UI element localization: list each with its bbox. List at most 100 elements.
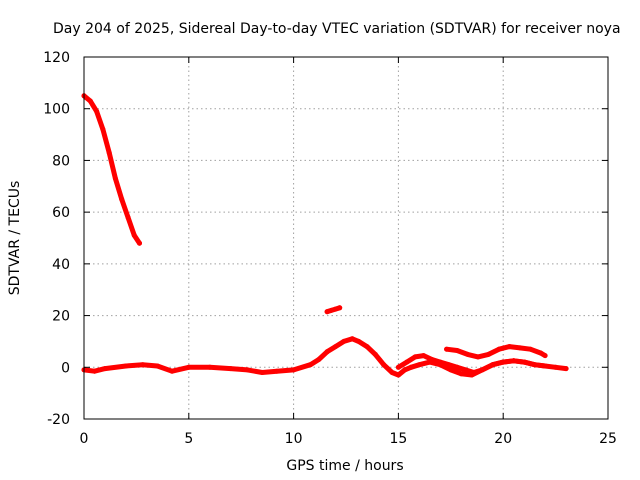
data-point [458,371,464,377]
data-point [316,357,322,362]
data-point [404,359,410,365]
x-tick-label: 25 [599,431,617,447]
data-point [123,363,129,369]
data-point [333,344,338,350]
data-point [154,363,160,369]
data-point [517,345,523,351]
x-tick-label: 10 [285,431,303,447]
data-point [87,98,93,104]
data-point [395,372,401,378]
data-point [274,368,280,374]
data-point [538,350,544,356]
plot-frame [83,56,609,420]
data-point [463,367,468,373]
data-point [337,305,343,311]
data-point [102,366,108,372]
y-tick-label: 40 [52,257,70,273]
data-point [356,338,362,344]
data-point [446,362,452,368]
y-tick-label: 20 [52,309,70,325]
data-point [291,367,297,373]
data-point [437,359,443,365]
data-point [389,370,395,375]
data-point [328,307,334,313]
chart-title: Day 204 of 2025, Sidereal Day-to-day VTE… [53,21,621,37]
x-tick-label: 5 [184,431,193,447]
data-point [465,351,471,357]
data-point [395,364,401,370]
data-point [527,346,533,352]
series-trace [81,93,142,246]
data-point [416,362,422,368]
data-point [486,351,491,357]
data-point [106,150,112,156]
x-tick-label: 20 [494,431,512,447]
data-point [471,370,477,375]
data-point [333,306,338,312]
data-point [521,359,527,365]
x-tick-label: 15 [389,431,407,447]
data-point [402,367,408,373]
data-point [228,366,234,372]
data-point [421,353,427,359]
data-point [454,348,460,353]
data-point [169,368,175,374]
data-point [507,344,512,350]
data-point [324,349,330,355]
x-axis-label: GPS time / hours [286,458,403,474]
data-point [324,309,330,315]
y-tick-label: 0 [61,360,70,376]
data-point [94,108,100,114]
data-point [125,214,131,220]
data-point [100,126,106,132]
series-evening-segment [444,344,548,360]
data-point [490,362,496,368]
series-isolated-segment [324,305,343,315]
y-tick-label: 120 [43,50,70,66]
data-point [429,357,435,362]
data-point [381,362,387,368]
y-axis-label: SDTVAR / TECUs [7,181,23,296]
data-point [511,358,517,364]
data-point [408,364,414,370]
data-series [81,93,569,378]
data-point [448,367,454,373]
y-tick-label: 100 [43,102,70,118]
data-point [563,366,569,372]
data-point [454,364,460,370]
series-descending-trace [81,93,142,246]
y-tick-label: 80 [52,153,70,169]
data-point [259,370,265,375]
data-point [119,196,125,202]
data-point [137,240,142,246]
x-tick-label: 0 [80,431,89,447]
data-point [496,346,502,352]
data-point [140,362,146,368]
data-point [186,364,192,370]
data-point [542,353,548,359]
y-tick-label: -20 [47,412,70,428]
data-point [553,364,559,370]
data-point [207,364,213,370]
data-point [92,368,97,374]
data-point [444,346,450,352]
grid-lines [84,57,608,419]
data-point [341,338,347,344]
data-point [542,363,548,369]
data-point [479,367,485,373]
data-point [245,367,250,373]
data-point [412,354,418,360]
series-upper-loop-trace [395,353,548,375]
data-point [307,362,313,368]
data-point [131,232,137,238]
series-trace [81,336,569,378]
data-point [500,359,506,365]
axis-ticks: 0 5 10 15 20 25 -20 0 20 40 60 80 100 120 [43,50,617,447]
data-point [112,176,118,181]
data-point [532,362,538,368]
y-tick-label: 60 [52,205,70,221]
data-point [372,351,378,357]
data-point [349,336,355,342]
data-point [475,354,481,360]
